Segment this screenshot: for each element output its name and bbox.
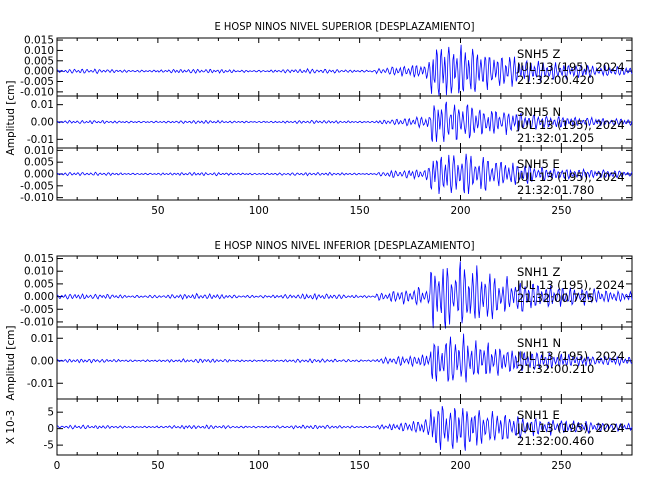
y-tick-label: -5 (44, 440, 54, 452)
station-label: SNH5 N (517, 105, 561, 119)
chart-title: E HOSP NINOS NIVEL INFERIOR [DESPLAZAMIE… (215, 239, 475, 252)
y-tick-label: 0.00 (31, 355, 54, 367)
y-axis-label: Amplitud [cm] (5, 326, 17, 401)
y-tick-label: -0.010 (20, 86, 54, 98)
x-tick-label: 50 (151, 460, 164, 472)
time-label: 21:32:00.420 (517, 73, 594, 87)
y-tick-label: 0.000 (24, 291, 54, 303)
y-tick-label: -0.010 (20, 192, 54, 204)
y-tick-label: -0.005 (20, 76, 54, 88)
y-tick-label: 0.01 (31, 99, 54, 111)
y-tick-label: 5 (47, 407, 54, 419)
y-tick-label: 0.000 (24, 66, 54, 78)
time-label: 21:32:00.725 (517, 291, 594, 305)
x-tick-label: 0 (54, 460, 61, 472)
x-tick-label: 150 (350, 460, 370, 472)
y-tick-label: 0.010 (24, 145, 54, 157)
y-tick-label: -0.005 (20, 304, 54, 316)
waveform-trace (56, 44, 633, 96)
date-label: JUL 13 (195), 2024 (516, 118, 625, 132)
y-tick-label: -0.005 (20, 180, 54, 192)
x-tick-label: 100 (249, 460, 269, 472)
y-tick-label: 0.010 (24, 45, 54, 57)
date-label: JUL 13 (195), 2024 (516, 349, 625, 363)
chart-group: E HOSP NINOS NIVEL SUPERIOR [DESPLAZAMIE… (5, 20, 633, 217)
time-label: 21:32:01.205 (517, 131, 594, 145)
y-tick-label: 0 (47, 423, 54, 435)
x-tick-label: 200 (450, 205, 470, 217)
date-label: JUL 13 (195), 2024 (516, 421, 625, 435)
x-tick-label: 150 (350, 205, 370, 217)
y-tick-label: 0.000 (24, 169, 54, 181)
y-tick-label: 0.005 (24, 278, 54, 290)
waveform-trace (56, 101, 633, 142)
x-tick-label: 250 (551, 205, 571, 217)
chart-title: E HOSP NINOS NIVEL SUPERIOR [DESPLAZAMIE… (215, 20, 475, 33)
y-tick-label: 0.010 (24, 266, 54, 278)
date-label: JUL 13 (195), 2024 (516, 278, 625, 292)
x-tick-label: 250 (551, 460, 571, 472)
y-axis-label: Amplitud [cm] (5, 81, 17, 156)
y-tick-label: 0.005 (24, 157, 54, 169)
y-tick-label: 0.015 (24, 35, 54, 47)
waveform-trace (56, 261, 633, 329)
panel-y-axis-label: X 10-3 (5, 410, 17, 444)
station-label: SNH1 N (517, 336, 561, 350)
time-label: 21:32:01.780 (517, 183, 594, 197)
y-tick-label: 0.015 (24, 253, 54, 265)
time-label: 21:32:00.460 (517, 434, 594, 448)
waveform-trace (57, 406, 633, 451)
station-label: SNH5 Z (517, 47, 561, 61)
time-label: 21:32:00.210 (517, 362, 594, 376)
y-tick-label: 0.00 (31, 117, 54, 129)
station-label: SNH5 E (517, 157, 560, 171)
x-tick-label: 50 (151, 205, 164, 217)
y-tick-label: -0.01 (27, 378, 54, 390)
y-tick-label: -0.010 (20, 316, 54, 328)
chart-group: E HOSP NINOS NIVEL INFERIOR [DESPLAZAMIE… (5, 239, 633, 472)
date-label: JUL 13 (195), 2024 (516, 60, 625, 74)
y-tick-label: 0.005 (24, 55, 54, 67)
waveform-trace (56, 153, 633, 195)
waveform-trace (56, 333, 633, 383)
x-tick-label: 100 (249, 205, 269, 217)
station-label: SNH1 Z (517, 265, 561, 279)
y-tick-label: 0.01 (31, 333, 54, 345)
station-label: SNH1 E (517, 408, 560, 422)
y-tick-label: -0.01 (27, 134, 54, 146)
x-tick-label: 200 (450, 460, 470, 472)
date-label: JUL 13 (195), 2024 (516, 170, 625, 184)
